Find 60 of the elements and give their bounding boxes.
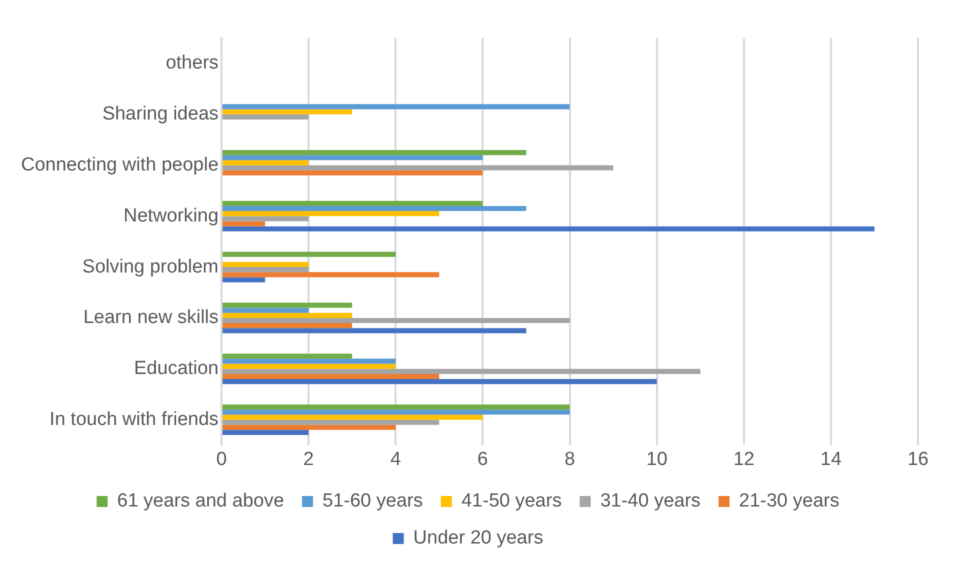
bar <box>222 216 309 222</box>
x-tick-label: 2 <box>303 448 314 470</box>
x-tick-label: 4 <box>390 448 402 470</box>
bar <box>222 318 570 324</box>
bar <box>222 374 440 380</box>
bar <box>222 200 483 206</box>
bar <box>222 323 352 328</box>
y-tick-label: Solving problem <box>82 256 219 278</box>
bar <box>222 272 440 278</box>
x-tick-label: 16 <box>907 448 929 470</box>
y-tick-label: Education <box>134 358 219 380</box>
legend-label: Under 20 years <box>413 528 544 549</box>
bar <box>222 211 440 216</box>
bar <box>222 104 570 110</box>
bar <box>222 358 396 364</box>
y-tick-label: Connecting with people <box>20 154 219 176</box>
bar <box>222 404 570 410</box>
legend-label: 21-30 years <box>739 490 840 512</box>
bar <box>222 364 396 369</box>
y-tick-label: Networking <box>123 205 219 226</box>
bar <box>222 277 266 282</box>
bar <box>222 160 309 166</box>
x-tick-label: 0 <box>216 448 227 470</box>
bar <box>222 252 396 257</box>
bar <box>222 414 483 420</box>
x-tick-label: 14 <box>820 448 842 470</box>
bar <box>222 430 309 436</box>
bar <box>222 155 483 160</box>
bar <box>222 221 266 226</box>
y-tick-label: In touch with friends <box>50 408 219 430</box>
bar <box>222 170 483 176</box>
bar <box>222 206 526 212</box>
bar <box>222 379 657 384</box>
bar <box>222 114 309 120</box>
bar <box>222 308 309 313</box>
x-tick-label: 6 <box>477 448 488 470</box>
bar <box>222 424 396 430</box>
y-tick-label: Learn new skills <box>83 307 219 328</box>
y-tick-label: others <box>166 52 219 74</box>
bar <box>222 420 440 425</box>
legend-label: 61 years and above <box>117 490 284 512</box>
bar <box>222 262 309 268</box>
bar <box>222 328 526 334</box>
bar <box>222 165 614 170</box>
legend-label: 31-40 years <box>600 490 701 512</box>
legend-label: 41-50 years <box>461 490 562 512</box>
bar <box>222 109 352 114</box>
bar <box>222 368 700 374</box>
x-tick-label: 8 <box>564 448 576 470</box>
bar <box>222 410 570 415</box>
bar <box>222 267 309 272</box>
bar <box>222 312 352 318</box>
y-tick-label: Sharing ideas <box>102 104 219 125</box>
bar <box>222 302 352 308</box>
bar <box>222 354 352 359</box>
legend-label: 51-60 years <box>322 490 423 512</box>
bar <box>222 226 874 232</box>
x-tick-label: 12 <box>733 448 754 470</box>
x-tick-label: 10 <box>646 448 668 470</box>
bar <box>222 150 526 156</box>
